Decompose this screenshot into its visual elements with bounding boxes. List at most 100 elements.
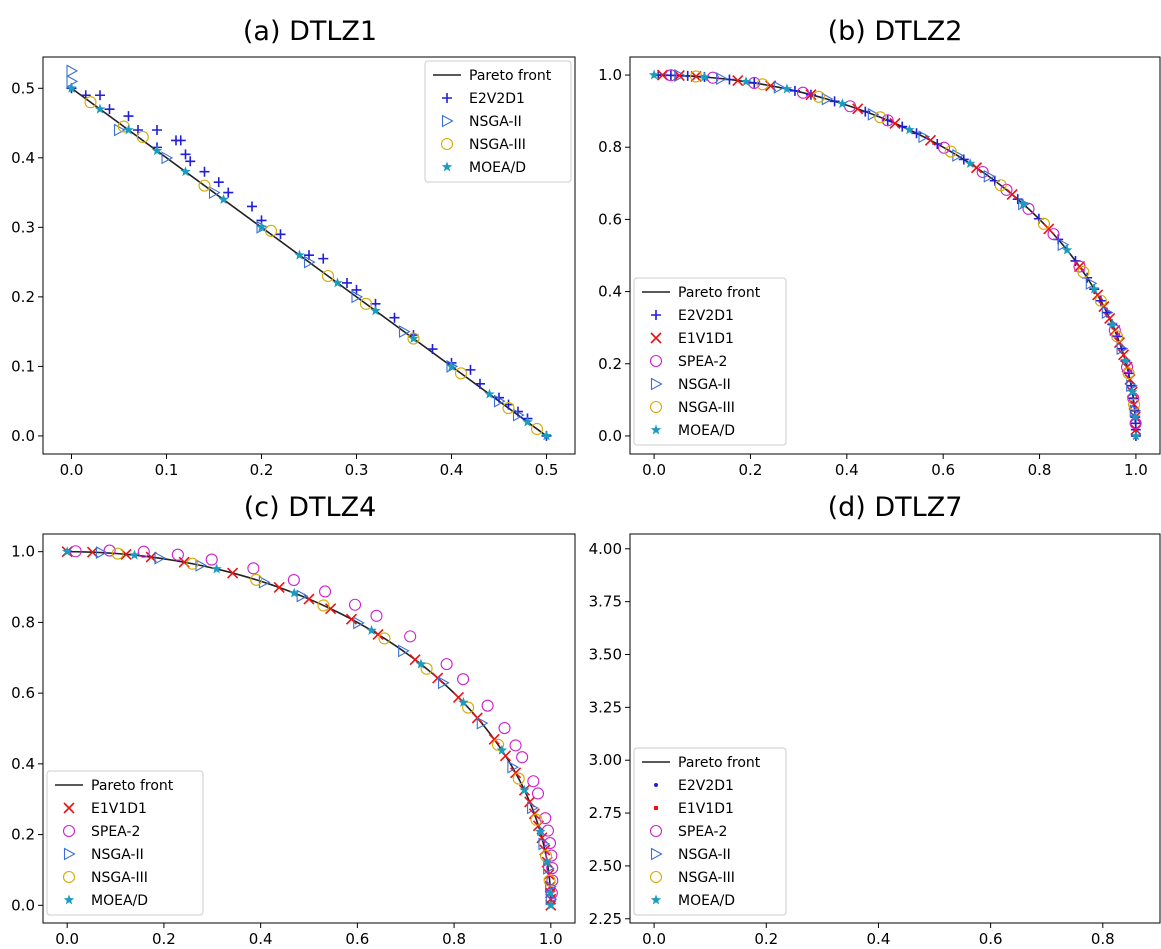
data-point — [398, 644, 410, 658]
y-tick-label: 0.4 — [598, 283, 622, 301]
data-point — [773, 80, 786, 94]
data-point — [1047, 355, 1057, 365]
data-point — [318, 253, 329, 264]
data-point — [541, 430, 552, 441]
data-point — [512, 408, 525, 422]
data-point — [699, 71, 710, 82]
data-point — [264, 224, 278, 237]
data-point — [938, 141, 951, 154]
legend: Pareto front E2V2D1 E1V1D1 SPEA-2 NSGA-II NSG… — [633, 277, 787, 446]
data-point — [492, 738, 505, 751]
data-point — [432, 672, 444, 684]
data-point — [317, 599, 330, 612]
legend-label: MOEA/D — [91, 893, 148, 909]
legend-label: E1V1D1 — [91, 801, 147, 817]
data-point — [1123, 368, 1134, 379]
data-point — [180, 166, 191, 177]
data-point — [287, 573, 300, 587]
x-tick-label: 0.0 — [55, 930, 79, 948]
data-point — [545, 887, 556, 898]
data-point — [724, 74, 735, 85]
y-tick-label: 0.4 — [11, 755, 35, 773]
data-point — [440, 658, 453, 671]
data-point — [199, 166, 210, 177]
data-point — [1130, 411, 1141, 422]
data-point — [111, 547, 124, 560]
data-point — [180, 149, 191, 160]
data-point — [408, 333, 419, 344]
data-point — [1133, 511, 1137, 515]
legend-marker-icon — [63, 802, 75, 814]
x-tick-label: 0.0 — [642, 930, 666, 948]
data-point — [247, 562, 260, 575]
data-point — [756, 78, 769, 91]
data-point — [211, 563, 222, 574]
legend-label: NSGA-III — [91, 870, 148, 886]
data-point — [970, 162, 983, 174]
x-tick-label: 0.8 — [442, 930, 466, 948]
legend-label: NSGA-II — [469, 114, 522, 130]
x-tick-label: 0.4 — [835, 461, 859, 479]
x-tick-label: 0.6 — [931, 461, 955, 479]
data-point — [1020, 247, 1030, 258]
data-point — [924, 134, 937, 146]
data-point — [1109, 505, 1113, 509]
data-point — [1112, 507, 1116, 511]
data-point — [66, 64, 79, 78]
data-point — [319, 585, 332, 598]
data-point — [1041, 334, 1052, 345]
data-point — [510, 767, 522, 779]
data-point — [1064, 412, 1074, 422]
data-point — [964, 158, 976, 169]
legend-marker-icon — [62, 870, 76, 884]
data-point — [195, 558, 208, 572]
legend-label: Pareto front — [678, 285, 761, 301]
data-point — [351, 290, 364, 304]
data-point — [289, 587, 300, 598]
data-point — [247, 201, 257, 212]
data-point — [1127, 386, 1138, 397]
data-point — [1087, 471, 1097, 482]
legend-marker-icon — [654, 783, 658, 787]
data-point — [543, 874, 556, 887]
data-point — [1114, 507, 1124, 517]
data-point — [95, 90, 105, 101]
y-tick-label: 3.00 — [589, 751, 622, 769]
data-point — [1061, 244, 1073, 255]
data-point — [545, 899, 557, 910]
axes-frame — [42, 56, 576, 455]
data-point — [458, 696, 469, 707]
data-point — [944, 145, 957, 158]
data-point — [1109, 504, 1120, 515]
plot-area — [66, 64, 552, 441]
y-tick-label: 3.50 — [589, 646, 622, 664]
legend-box — [633, 747, 787, 916]
data-point — [1073, 260, 1086, 273]
legend-label: MOEA/D — [678, 423, 735, 439]
data-point — [256, 221, 267, 232]
legend-marker-icon — [650, 894, 662, 905]
data-point — [1109, 504, 1120, 515]
data-point — [446, 360, 457, 371]
chart-panel-1: (a) DTLZ1 0.0 0.1 0.2 0.3 0.4 0.5 0.0 0.1 0.2 0.3 0… — [11, 16, 576, 479]
data-point — [789, 323, 799, 333]
data-point — [690, 70, 702, 82]
y-tick-label: 0.2 — [11, 826, 35, 844]
y-tick-label: 2.25 — [589, 910, 622, 928]
data-point — [527, 775, 540, 788]
y-tick-label: 0.2 — [598, 355, 622, 373]
chart-title: (d) DTLZ7 — [828, 492, 963, 523]
x-tick-label: 0.2 — [250, 461, 274, 479]
series-spea-2 — [69, 544, 559, 899]
legend-marker-icon — [650, 377, 663, 391]
y-tick-label: 0.0 — [598, 427, 622, 445]
data-point — [1059, 388, 1063, 392]
data-point — [1121, 509, 1131, 520]
legend-marker-icon — [649, 354, 663, 368]
data-point — [273, 581, 285, 594]
x-tick-label: 0.2 — [754, 930, 778, 948]
legend: Pareto front E2V2D1 NSGA-II NSGA-III MOEA/D — [424, 60, 572, 183]
data-point — [496, 744, 508, 755]
data-point — [1053, 368, 1057, 372]
